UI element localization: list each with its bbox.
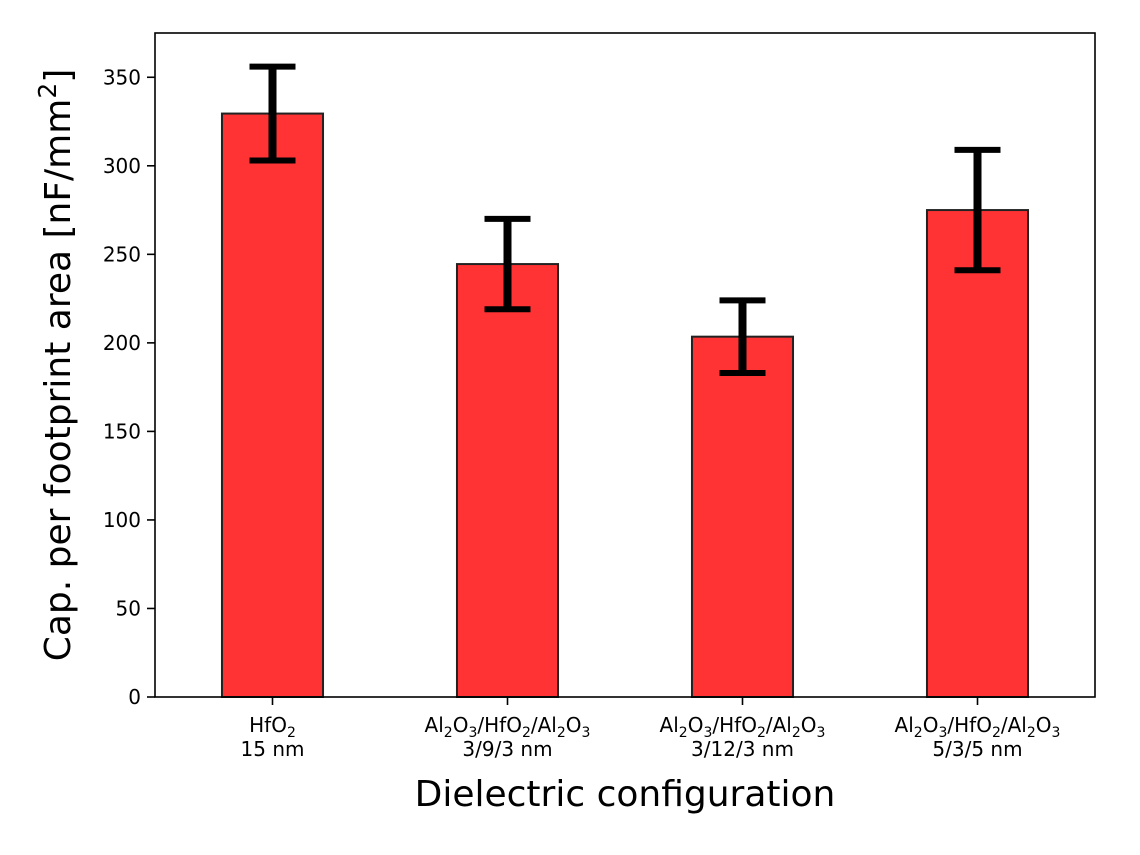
bar: [690, 335, 795, 698]
y-tick-label: 50: [116, 596, 141, 620]
y-tick-label: 150: [103, 419, 141, 443]
y-axis-title: Cap. per footprint area [nF/mm2]: [33, 69, 79, 662]
x-axis-title: Dielectric configuration: [415, 774, 836, 815]
x-tick-label: Al2​O3​/HfO2​/Al2​O3​3/9/3 nm: [425, 713, 591, 761]
y-tick-label: 350: [103, 65, 141, 89]
error-bar: [249, 63, 296, 164]
y-tick-label: 100: [103, 508, 141, 532]
plot-frame: [154, 32, 1096, 698]
error-bar: [484, 215, 531, 313]
x-tick-label: Al2​O3​/HfO2​/Al2​O3​5/3/5 nm: [895, 713, 1061, 761]
bar: [220, 112, 325, 699]
bar: [925, 209, 1030, 698]
y-tick-label: 0: [128, 685, 141, 709]
error-bars: [249, 63, 1001, 376]
error-bar: [719, 297, 766, 376]
bars: [220, 112, 1030, 699]
bar: [455, 263, 560, 698]
y-tick-label: 200: [103, 331, 141, 355]
error-bar: [954, 146, 1001, 274]
x-tick-label: HfO2​15 nm: [241, 713, 305, 761]
y-tick-label: 250: [103, 242, 141, 266]
y-tick-label: 300: [103, 154, 141, 178]
y-axis-ticks: 0 50 100 150 200 250 300 350: [103, 65, 155, 709]
x-axis-ticks: HfO2​15 nm Al2​O3​/HfO2​/Al2​O3​3/9/3 nm A…: [241, 697, 1061, 761]
x-tick-label: Al2​O3​/HfO2​/Al2​O3​3/12/3 nm: [660, 713, 826, 761]
